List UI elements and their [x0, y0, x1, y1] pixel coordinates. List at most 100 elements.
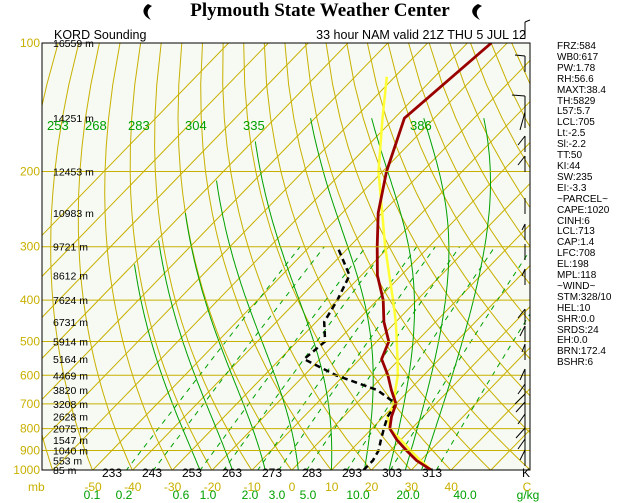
- moist-adiabat-line: [158, 240, 233, 470]
- dry-adiabat-line: [243, 43, 412, 470]
- mixing-ratio-line: [223, 246, 388, 470]
- height-label: 14251 m: [53, 113, 94, 125]
- model-title: 33 hour NAM valid 21Z THU 5 JUL 12: [316, 28, 526, 42]
- sounding-index-item: LCL:705: [557, 117, 595, 129]
- sounding-index-item: LFC:708: [557, 248, 596, 260]
- header-decoration-icon: [143, 4, 482, 20]
- moist-adiabat-line: [134, 264, 201, 470]
- wind-barb-flag: [515, 401, 526, 413]
- pressure-tick-label: 1000: [13, 463, 40, 477]
- wind-barb-flag: [519, 449, 526, 461]
- height-labels: 16559 m 14251 m 12453 m 10983 m 9721 m 8612 m…: [53, 38, 94, 477]
- sounding-index-item: SW:235: [557, 171, 593, 183]
- height-label: 5164 m: [53, 354, 88, 366]
- sounding-index-item: L57:5.7: [557, 106, 591, 118]
- sounding-index-item: LCL:713: [557, 226, 595, 238]
- pressure-tick-label: 100: [20, 36, 40, 50]
- pressure-unit-label: mb: [28, 480, 45, 494]
- temperature-tick-label: -50: [84, 480, 102, 494]
- dry-adiabat-line: [77, 43, 133, 470]
- moist-adiabat-line: [184, 212, 266, 470]
- parcel-trace: [377, 76, 433, 470]
- moist-adiabat-line: [216, 180, 299, 470]
- height-label: 6731 m: [53, 317, 88, 329]
- dry-adiabat-line: [346, 43, 530, 397]
- station-title: KORD Sounding: [54, 28, 146, 42]
- sounding-index-item: STM:328/10: [557, 291, 612, 303]
- left-swoosh-icon: [143, 4, 152, 20]
- isotherm-line: [42, 43, 429, 442]
- theta-bottom-label: 263: [222, 466, 242, 480]
- theta-bottom-label: 313: [422, 466, 442, 480]
- temperature-tick-label: -40: [124, 480, 142, 494]
- wind-barb-flag: [519, 368, 526, 381]
- dry-adiabat-line: [325, 43, 530, 434]
- temperature-tick-label: 40: [445, 480, 459, 494]
- height-label: 2075 m: [53, 424, 88, 436]
- temperature-tick-label: 0: [289, 480, 296, 494]
- sounding-index-item: WB0:617: [557, 51, 599, 63]
- dry-adiabat-line: [104, 43, 173, 470]
- wind-barb-flag: [519, 111, 526, 131]
- wind-profile: [511, 19, 531, 466]
- wind-barb-flag: [521, 268, 526, 277]
- dry-adiabat-line: [42, 43, 59, 470]
- pressure-axis: 100 200 300 400 500 600 700 800 900 1000: [13, 36, 40, 477]
- wind-barb-flag: [521, 223, 526, 231]
- theta-top-label: 386: [410, 118, 432, 133]
- mixing-ratio-line: [152, 246, 325, 470]
- theta-bottom-label: 243: [142, 466, 162, 480]
- isotherms: [42, 43, 530, 470]
- dry-adiabat-line: [200, 43, 332, 470]
- pressure-tick-label: 200: [20, 165, 40, 179]
- plot-frame: [41, 42, 531, 471]
- height-label: 9721 m: [53, 242, 88, 254]
- wind-barb-flag: [524, 19, 531, 23]
- sounding-index-item: MAXT:38.4: [557, 84, 606, 96]
- sounding-index-item: FRZ:584: [557, 41, 596, 52]
- wind-barb-flag: [517, 438, 526, 450]
- wind-barb-flag: [515, 427, 526, 439]
- moist-adiabat-line: [254, 141, 333, 470]
- sounding-index-item: BSHR:6: [557, 357, 594, 369]
- sounding-index-item: EH:0.0: [557, 335, 588, 347]
- dry-adiabat-line: [0, 43, 38, 479]
- right-swoosh-icon: [472, 4, 482, 20]
- theta-top-labels: 253 268 283 304 335 386: [47, 118, 432, 133]
- dry-adiabat-line: [305, 43, 530, 470]
- isotherm-line: [42, 43, 349, 360]
- mixing-ratio-line: [199, 246, 367, 470]
- height-label: 1040 m: [53, 445, 88, 457]
- theta-top-label: 283: [128, 118, 150, 133]
- dry-adiabats: [0, 43, 530, 479]
- sounding-index-item: HEL:10: [557, 302, 591, 314]
- isotherm-line: [171, 100, 530, 470]
- height-label: 5914 m: [53, 336, 88, 348]
- dry-adiabat-line: [428, 43, 530, 248]
- isotherm-line: [42, 43, 309, 319]
- mixing-ratio-line: [306, 246, 461, 470]
- wind-barb-flag: [517, 383, 526, 395]
- theta-bottom-label: K: [522, 466, 530, 480]
- dry-adiabat-line: [129, 43, 213, 470]
- sounding-index-item: MPL:118: [557, 270, 597, 282]
- theta-bottom-axis: 233 243 253 263 273 283 293 303 313 K: [102, 466, 530, 480]
- sounding-index-item: CINH:6: [557, 215, 590, 227]
- wind-barb-flag: [517, 413, 526, 425]
- theta-bottom-label: 273: [262, 466, 282, 480]
- mixing-ratio-label: 1.0: [200, 488, 217, 502]
- temperature-tick-label: 10: [325, 480, 339, 494]
- sounding-index-item: ~PARCEL~: [557, 193, 608, 205]
- isotherm-line: [52, 43, 469, 470]
- wind-barb-flag: [517, 155, 526, 166]
- dry-adiabat-line: [284, 43, 492, 470]
- dry-adiabat-line: [154, 43, 253, 470]
- mixing-ratio-label: 10.0: [346, 488, 370, 502]
- sounding-index-item: CAP:1.4: [557, 237, 595, 249]
- dry-adiabat-line: [263, 43, 452, 470]
- theta-bottom-label: 253: [182, 466, 202, 480]
- sounding-index-item: Lt:-2.5: [557, 128, 586, 140]
- theta-top-label: 304: [185, 118, 207, 133]
- theta-bottom-label: 283: [302, 466, 322, 480]
